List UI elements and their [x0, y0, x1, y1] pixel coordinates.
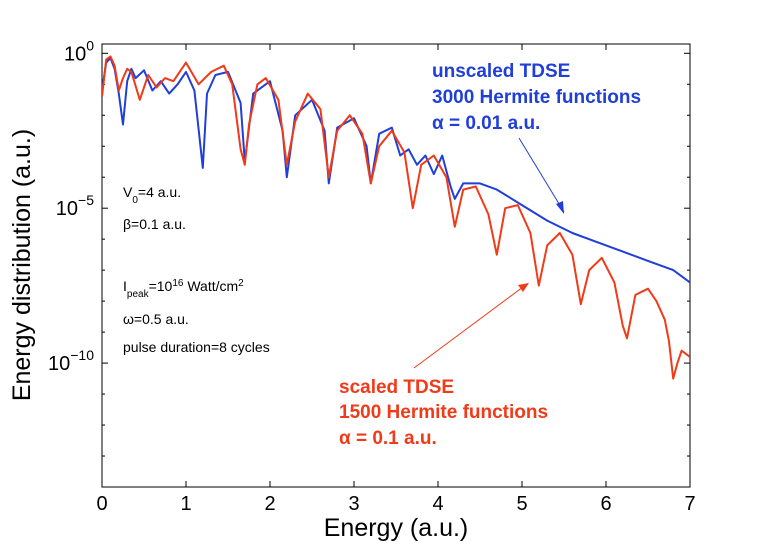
ipeak-annotation: Ipeak=1016 Watt/cm2	[123, 278, 244, 300]
beta-annotation: β=0.1 a.u.	[123, 216, 186, 232]
legend-unscaled-line-3: α = 0.01 a.u.	[432, 113, 540, 134]
x-tick-label: 6	[600, 493, 611, 515]
x-tick-label: 4	[432, 493, 443, 515]
legend-unscaled: unscaled TDSE 3000 Hermite functions α =…	[432, 61, 641, 134]
x-tick-label: 5	[516, 493, 527, 515]
legend-scaled: scaled TDSE 1500 Hermite functions α = 0…	[339, 377, 548, 449]
x-tick-label: 3	[348, 493, 359, 515]
x-tick-label: 7	[684, 493, 695, 515]
legend-scaled-line-2: 1500 Hermite functions	[339, 402, 548, 423]
x-tick-label: 1	[180, 493, 191, 515]
y-axis-title: Energy distribution (a.u.)	[8, 129, 36, 401]
omega-annotation: ω=0.5 a.u.	[123, 311, 189, 327]
plot-frame	[101, 43, 691, 488]
y-tick-label: 10−10	[48, 347, 94, 375]
y-tick-label: 10−5	[56, 192, 94, 220]
v0-annotation: V0=4 a.u.	[123, 184, 181, 206]
scaled-tdse-line	[102, 55, 690, 380]
pulse-duration-annotation: pulse duration=8 cycles	[123, 339, 270, 355]
x-tick-label: 0	[96, 493, 107, 515]
x-axis-title: Energy (a.u.)	[324, 514, 469, 542]
x-tick-label: 2	[264, 493, 275, 515]
legend-scaled-line-3: α = 0.1 a.u.	[339, 428, 437, 449]
y-tick-label: 100	[64, 37, 94, 65]
scaled-arrow	[413, 283, 529, 369]
unscaled-arrow	[518, 137, 565, 214]
legend-unscaled-line-1: unscaled TDSE	[432, 61, 570, 82]
legend-unscaled-line-2: 3000 Hermite functions	[432, 87, 641, 108]
legend-scaled-line-1: scaled TDSE	[339, 377, 454, 398]
